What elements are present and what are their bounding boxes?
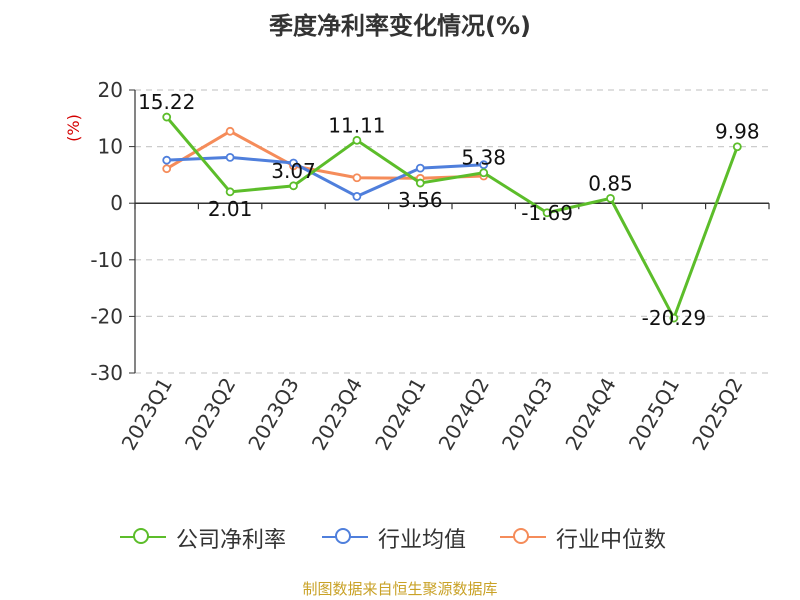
y-tick-label: 10 [98,135,123,159]
data-point-company [162,112,172,122]
data-point-industry_median [225,126,235,136]
data-label: 0.85 [588,171,633,195]
data-point-industry_median [162,164,172,174]
data-point-company [606,193,615,203]
legend-label-company: 公司净利率 [176,528,287,553]
legend-label-industry-median: 行业中位数 [556,528,667,553]
data-label: 11.11 [328,113,385,137]
y-tick-label: 0 [110,191,123,215]
data-point-industry_avg [415,163,425,173]
data-point-industry_avg [289,158,298,168]
data-label: 3.07 [271,159,316,183]
legend-circle-icon [335,528,351,544]
data-point-industry_avg [162,155,172,165]
x-tick-label: 2024Q2 [434,374,494,455]
x-tick-label: 2023Q2 [180,374,240,455]
x-tick-label: 2024Q1 [370,374,430,455]
y-tick-label: -20 [90,304,123,328]
data-point-company [669,313,679,323]
series-line-industry_avg [166,155,484,198]
legend-circle-icon [133,528,149,544]
x-tick-label: 2024Q3 [497,374,557,455]
x-tick-label: 2023Q1 [117,374,177,455]
data-point-company [415,178,425,188]
data-point-company [225,187,235,197]
data-label: 2.01 [208,197,253,221]
data-point-company [479,168,489,178]
y-tick-label: 20 [98,78,123,102]
y-axis-label: (%) [64,114,83,142]
data-label: 5.38 [461,146,506,170]
x-tick-label: 2023Q3 [243,374,303,455]
chart-title: 季度净利率变化情况(%) [269,12,531,40]
data-point-industry_avg [479,160,489,170]
data-source-note: 制图数据来自恒生聚源数据库 [302,580,498,598]
legend-circle-icon [513,528,529,544]
data-point-industry_median [352,173,362,183]
x-tick-label: 2023Q4 [307,374,367,455]
x-tick-label: 2025Q1 [624,374,684,455]
data-label: 3.56 [398,188,443,212]
data-point-company [289,181,298,191]
data-point-company [732,142,742,152]
y-tick-label: -10 [90,248,123,272]
x-tick-label: 2025Q2 [687,374,747,455]
legend-label-industry-avg: 行业均值 [378,528,467,553]
data-point-industry_avg [352,192,362,201]
data-label: -20.29 [642,306,706,330]
series-line-company [165,116,739,320]
y-tick-label: -30 [90,361,123,385]
data-label: 9.98 [715,120,760,144]
x-tick-label: 2024Q4 [560,374,620,455]
legend: 公司净利率 行业均值 行业中位数 [0,521,800,553]
data-point-company [352,135,362,145]
data-label: 15.22 [138,90,195,114]
line-chart: 20 10 0 -10 -20 -30 (%) 2023Q1 2023Q2 2023Q3 2023Q… [64,78,770,455]
data-point-industry_avg [225,152,235,162]
series-line-industry_median [165,129,484,180]
data-point-company [542,208,552,218]
data-label: -1.69 [521,201,573,225]
